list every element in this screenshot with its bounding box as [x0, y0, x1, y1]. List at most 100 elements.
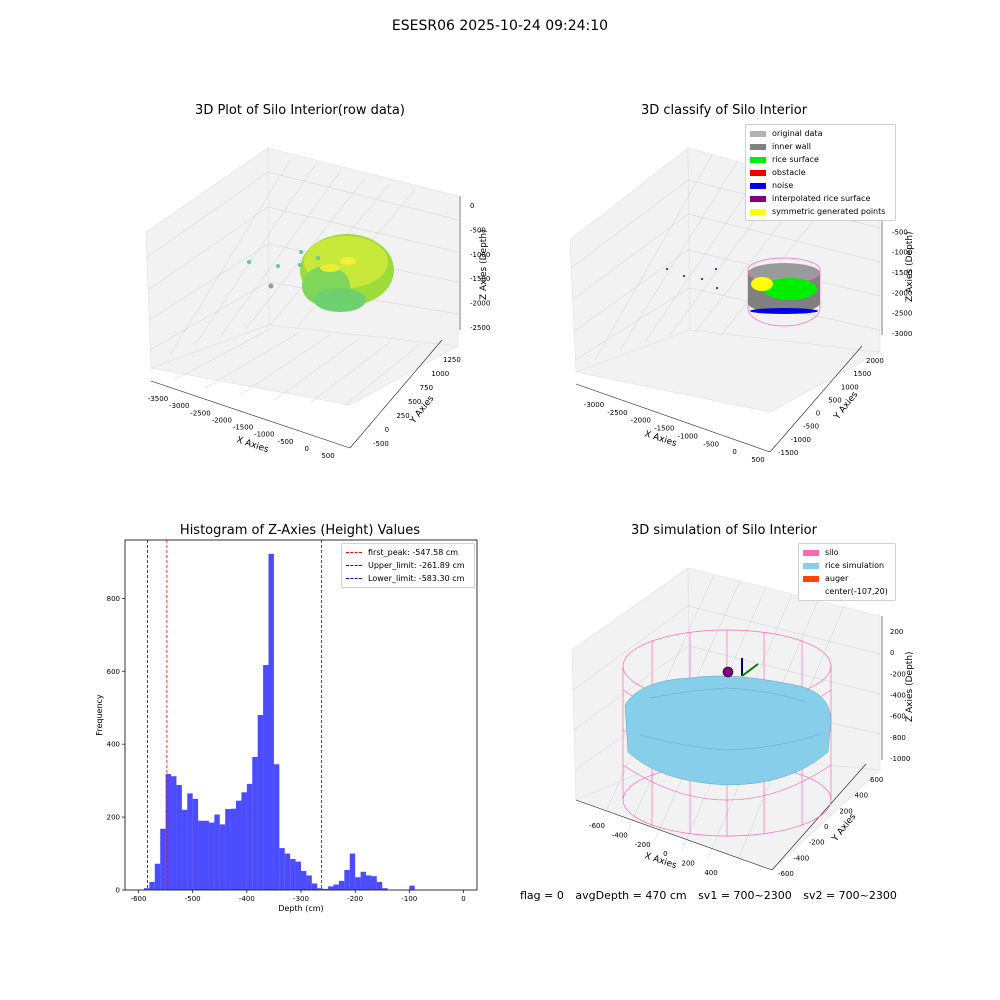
raw-ytick-label: -500	[373, 440, 389, 448]
histogram-bar	[203, 820, 209, 890]
simulation-xtick-label: 400	[704, 869, 717, 877]
classify-legend-entry: symmetric generated points	[746, 205, 895, 218]
histogram-legend-entry: first_peak: -547.58 cm	[342, 546, 474, 559]
classify-plot-title: 3D classify of Silo Interior	[640, 103, 808, 118]
classify-legend-swatch	[750, 182, 766, 189]
classify-legend-swatch	[750, 169, 766, 176]
classify-legend-label: noise	[772, 181, 794, 190]
simulation-legend-swatch	[803, 588, 819, 595]
raw-ztick-label: 0	[470, 202, 474, 210]
histogram-bar	[360, 871, 366, 890]
histogram-bar	[328, 886, 334, 890]
simulation-xtick-label: 200	[682, 860, 695, 868]
histogram-bar	[165, 774, 172, 890]
classify-ztick-label: -3000	[892, 330, 912, 338]
classify-xtick-label: -2500	[607, 409, 627, 417]
raw-xtick-label: -3000	[169, 402, 189, 410]
histogram-bar	[171, 776, 177, 890]
figure-title: ESESR06 2025-10-24 09:24:10	[391, 18, 609, 34]
raw-ytick-label: 1250	[443, 356, 461, 364]
histogram-bar	[225, 809, 231, 890]
histogram-bar	[198, 820, 204, 890]
classify-legend-entry: obstacle	[746, 166, 895, 179]
status-sv2: sv2 = 700~2300	[803, 889, 897, 902]
histogram-legend-swatch	[346, 552, 362, 553]
histogram-legend-label: Upper_limit: -261.89 cm	[368, 561, 465, 570]
histogram-bar	[290, 859, 296, 890]
classify-legend-entry: rice surface	[746, 153, 895, 166]
simulation-ztick-label: -200	[890, 670, 906, 678]
histogram-title: Histogram of Z-Axies (Height) Values	[179, 523, 421, 538]
raw-xtick-label: -1000	[254, 431, 274, 439]
raw-xtick-label: -3500	[148, 395, 168, 403]
histogram-ytick-label: 400	[107, 741, 120, 749]
simulation-zlabel: Z Axies (Depth)	[905, 651, 915, 722]
simulation-ztick-label: -600	[890, 713, 906, 721]
raw-ytick-label: 1000	[431, 370, 449, 378]
histogram-xlabel: Depth (cm)	[278, 904, 323, 913]
histogram-bar	[192, 798, 199, 890]
simulation-ztick-label: -1000	[890, 755, 910, 763]
histogram-bar	[273, 764, 280, 890]
histogram-xtick-label: -200	[347, 895, 363, 903]
status-flag: flag = 0	[520, 889, 564, 902]
classify-legend-label: interpolated rice surface	[772, 194, 871, 203]
histogram-legend: first_peak: -547.58 cm Upper_limit: -261.…	[341, 543, 475, 588]
histogram-bar	[322, 888, 329, 890]
classify-ztick-label: -2000	[892, 289, 912, 297]
raw-ytick-label: 750	[420, 384, 433, 392]
histogram-bar	[311, 883, 318, 890]
histogram-bar	[257, 715, 264, 890]
simulation-legend-label: center(-107,20)	[825, 587, 888, 596]
histogram-legend-entry: Upper_limit: -261.89 cm	[342, 559, 474, 572]
simulation-xlabel: X Axies	[643, 851, 678, 871]
raw-xtick-label: -1500	[233, 424, 253, 432]
classify-ytick-label: 2000	[866, 357, 884, 365]
classify-xtick-label: 0	[732, 448, 736, 456]
simulation-ytick-label: -200	[809, 839, 825, 847]
histogram-bar	[365, 875, 372, 890]
histogram-xtick-label: 0	[461, 895, 465, 903]
classify-ztick-label: -1500	[892, 269, 912, 277]
histogram-bar	[252, 756, 258, 890]
histogram-legend-swatch	[346, 578, 362, 579]
histogram-bar	[154, 863, 161, 890]
histogram-bar	[333, 884, 339, 890]
simulation-legend: silo rice simulation auger center(-107,20)	[798, 543, 896, 601]
raw-ztick-label: -1500	[470, 275, 490, 283]
histogram-ylabel: Frequency	[95, 694, 104, 736]
classified-silo	[666, 257, 821, 327]
raw-point-cloud	[247, 234, 394, 312]
histogram-ytick-label: 800	[107, 595, 120, 603]
histogram-ytick-label: 0	[116, 887, 120, 895]
simulation-legend-entry: auger	[799, 572, 895, 585]
classify-xtick-label: 500	[751, 456, 764, 464]
classify-ytick-label: 500	[828, 396, 841, 404]
simulation-xtick-label: 0	[663, 850, 667, 858]
raw-ytick-label: 500	[408, 398, 421, 406]
classify-legend-label: original data	[772, 129, 823, 138]
classify-ztick-label: -1000	[892, 249, 912, 257]
rice-simulation-surface	[624, 675, 832, 786]
histogram-bar	[349, 853, 356, 890]
simulation-legend-entry: center(-107,20)	[799, 585, 895, 598]
raw-xtick-label: -2500	[190, 409, 210, 417]
classify-legend-swatch	[750, 195, 766, 202]
histogram-bar	[181, 809, 188, 890]
classify-legend-label: rice surface	[772, 155, 819, 164]
classify-legend: original data inner wall rice surface obsta…	[745, 124, 896, 221]
raw-ytick-label: 250	[396, 412, 409, 420]
classify-ytick-label: -500	[803, 423, 819, 431]
histogram-bar	[187, 793, 193, 890]
classify-ztick-label: -2500	[892, 310, 912, 318]
classify-ytick-label: -1000	[791, 436, 811, 444]
histogram-bar	[306, 875, 312, 890]
simulation-ytick-label: -400	[793, 854, 809, 862]
simulation-ytick-label: 0	[824, 823, 828, 831]
histogram-xtick-label: -300	[293, 895, 309, 903]
status-sv1: sv1 = 700~2300	[698, 889, 792, 902]
raw-ztick-label: -2500	[470, 324, 490, 332]
